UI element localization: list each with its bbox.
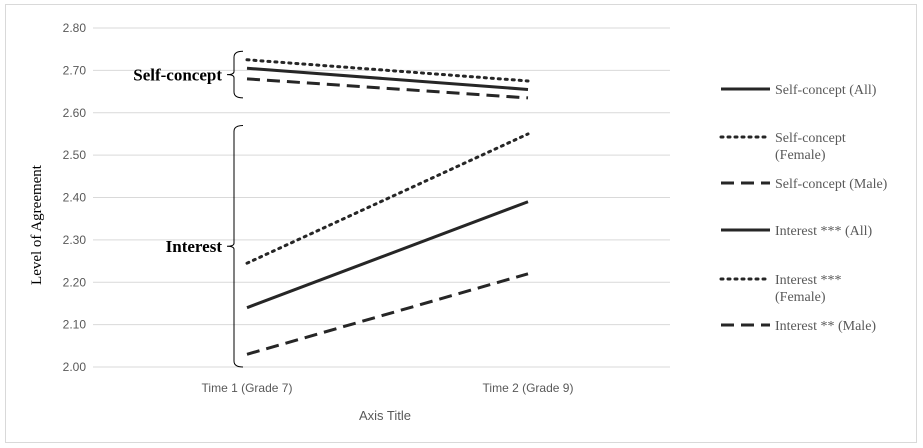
y-tick-label: 2.60 [63,106,87,120]
series-line [245,58,530,83]
brace [226,50,244,99]
legend: Self-concept (All) Self-concept (Female) Se… [719,83,888,334]
legend-label: Self-concept (Female) [775,131,846,163]
y-axis-title: Level of Agreement [29,164,45,285]
legend-label: Interest *** (All) [775,224,873,239]
y-tick-labels: 2.00 2.10 2.20 2.30 2.40 2.50 2.60 2.70 2.80 [63,21,87,374]
y-tick-label: 2.80 [63,21,87,35]
y-tick-label: 2.50 [63,148,87,162]
legend-label: Self-concept (All) [775,83,877,98]
bracket-label: Interest [166,237,223,256]
y-tick-label: 2.00 [63,360,87,374]
series-line [245,132,530,265]
y-tick-label: 2.70 [63,63,87,77]
legend-label: Self-concept (Male) [775,177,888,192]
series-line [246,77,529,100]
y-tick-label: 2.10 [63,318,87,332]
series-line [246,200,529,310]
legend-label: Interest *** (Female) [775,273,841,305]
x-tick-label: Time 1 (Grade 7) [202,381,293,395]
bracket-annotations: Self-concept Interest [133,50,244,368]
brace [226,124,244,368]
x-tick-label: Time 2 (Grade 9) [483,381,574,395]
series-lines [245,58,530,356]
chart-frame [5,4,917,443]
x-tick-labels: Time 1 (Grade 7) Time 2 (Grade 9) [202,381,574,395]
legend-label: Interest ** (Male) [775,319,876,334]
y-tick-label: 2.20 [63,275,87,289]
y-tick-label: 2.30 [63,233,87,247]
y-tick-label: 2.40 [63,191,87,205]
bracket-label: Self-concept [133,66,222,85]
x-axis-title: Axis Title [359,408,411,423]
series-line [246,66,529,91]
gridlines [93,27,670,368]
series-line [246,272,529,356]
